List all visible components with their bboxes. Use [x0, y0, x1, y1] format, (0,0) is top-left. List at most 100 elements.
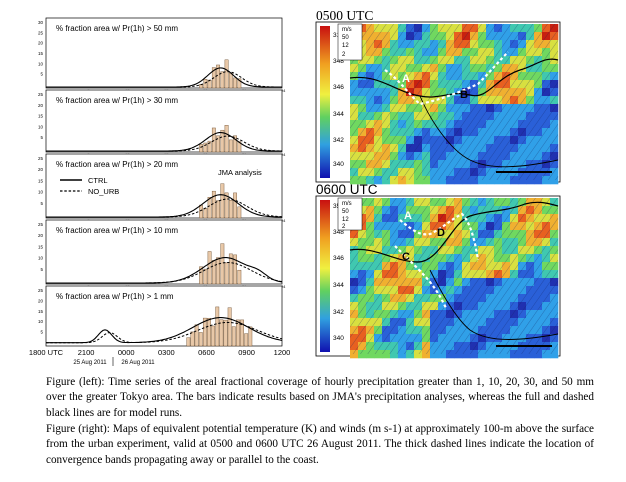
panel-2-ytick: 20: [38, 167, 44, 172]
map-0600-band-a: [399, 212, 480, 261]
jma-analysis-label: JMA analysis: [218, 168, 262, 177]
panel-0-ytick: 15: [38, 51, 44, 56]
panel-1-bar: [224, 125, 229, 153]
map-0500-label-a: A: [402, 73, 410, 85]
map-field-cell: [414, 350, 423, 359]
map-field-cell: [518, 176, 527, 185]
panel-2-bar: [220, 183, 225, 219]
panel-2-bar: [233, 192, 237, 219]
panel-3-bar: [224, 262, 229, 285]
cbar2-tick-5: 340: [333, 335, 344, 342]
map-field-cell: [390, 176, 399, 185]
panel-4-ytick: 20: [38, 298, 44, 303]
panel-4: 25 20 15 10 5 % fraction area w/ Pr(1h) > 1 m…: [38, 285, 283, 347]
panel-0-bar: [237, 78, 242, 89]
map-field-cell: [390, 350, 399, 359]
legend-nourb-label: NO_URB: [88, 187, 119, 196]
panel-4-bar: [215, 306, 220, 347]
panel-1-bar: [216, 135, 220, 153]
cbar2-tick-2: 346: [333, 255, 344, 262]
panel-0-frame: [45, 17, 283, 89]
map-field-cell: [438, 350, 447, 359]
panel-3-title: % fraction area w/ Pr(1h) > 10 mm: [56, 226, 178, 235]
panel-4-bar: [223, 319, 228, 347]
panel-1-title: % fraction area w/ Pr(1h) > 30 mm: [56, 96, 178, 105]
map-0600-label-d: D: [437, 227, 445, 239]
panel-3-bar: [220, 243, 225, 285]
panel-0-nourb-line: [46, 71, 282, 88]
map-field-cell: [374, 176, 383, 185]
panel-4-bar: [248, 326, 253, 347]
map-field-cell: [502, 176, 511, 185]
map-field-cell: [422, 176, 431, 185]
map-field-cell: [446, 350, 455, 359]
map-field-cell: [462, 176, 471, 185]
time-axis-label: 1200: [274, 348, 291, 357]
panel-2-bar: [228, 200, 233, 219]
map-0500: 0500 UTC 310 348 346 344 342 340 A B m/s…: [315, 8, 561, 185]
panel-1-nourb-line: [46, 135, 282, 152]
panel-3-frame: [45, 219, 283, 285]
panel-1-ytick: 15: [38, 114, 44, 119]
panel-1-bar: [220, 129, 225, 153]
panel-4-bar: [227, 307, 232, 347]
time-axis-label: 0000: [118, 348, 135, 357]
panel-4-title: % fraction area w/ Pr(1h) > 1 mm: [56, 292, 174, 301]
map-field-cell: [510, 176, 519, 185]
panel-2-ytick: 25: [38, 156, 44, 161]
map-0500-label-b: B: [460, 89, 468, 101]
map-0600-coastline-bay: [429, 269, 559, 340]
map-0600: 0600 UTC 350 348 346 344 342 340 A C D m…: [315, 182, 561, 359]
panel-4-bar: [207, 317, 211, 347]
map-field-cell: [486, 176, 495, 185]
map-field-cell: [502, 350, 511, 359]
map-0600-time: 0600 UTC: [316, 182, 378, 197]
panel-3-xtick: 24: [281, 284, 286, 289]
map-field-cell: [438, 176, 447, 185]
panel-0-ytick: 25: [38, 30, 44, 35]
map-field-cell: [494, 176, 503, 185]
panel-3-ytick: 15: [38, 244, 44, 249]
map-0600-label-a: A: [404, 210, 412, 222]
panel-1-ytick: 25: [38, 92, 44, 97]
map-field-cell: [414, 176, 423, 185]
map-0500-time: 0500 UTC: [316, 8, 373, 23]
legend-ctrl-label: CTRL: [88, 176, 108, 185]
panel-4-bar: [194, 324, 199, 347]
panel-4-ytick: 10: [38, 319, 44, 324]
map-field-cell: [510, 350, 519, 359]
map-0500-wind-legend: [337, 23, 363, 61]
map-field-cell: [526, 176, 535, 185]
caption-left: Figure (left): Time series of the areal …: [46, 376, 594, 419]
map-field-cell: [542, 350, 551, 359]
panel-0-ytick: 10: [38, 61, 44, 66]
map-0500-coastline: [349, 58, 559, 98]
panel-1-bar: [211, 127, 216, 153]
panel-2-bar: [224, 192, 229, 219]
panel-1-bar: [203, 142, 208, 153]
map-field-cell: [398, 350, 407, 359]
panel-1-bar: [228, 139, 233, 153]
panel-3-bar: [237, 269, 242, 285]
panel-0-xtick: 24: [281, 88, 286, 93]
map-field-cell: [470, 350, 479, 359]
panel-4-bar: [231, 326, 236, 347]
panel-4-nourb-line: [46, 322, 283, 344]
map-field-cell: [462, 350, 471, 359]
map-0500-wind-vectors: [350, 24, 558, 180]
panel-0-title: % fraction area w/ Pr(1h) > 50 mm: [56, 24, 178, 33]
map-field-cell: [542, 176, 551, 185]
map-field-cell: [406, 176, 415, 185]
panel-0-bar: [233, 77, 237, 89]
map-field-cell: [350, 176, 359, 185]
time-axis-label: 0300: [158, 348, 175, 357]
wind-legend2-val-0: 50: [342, 209, 349, 215]
map-field-cell: [486, 350, 495, 359]
map-field-cell: [366, 350, 375, 359]
panel-2-bar: [216, 200, 220, 219]
map-field-cell: [454, 350, 463, 359]
panel-1-bar: [207, 140, 212, 153]
panel-3-nourb-line: [46, 262, 283, 284]
cbar1-tick-4: 342: [333, 137, 344, 144]
panel-4-bar: [190, 331, 195, 347]
